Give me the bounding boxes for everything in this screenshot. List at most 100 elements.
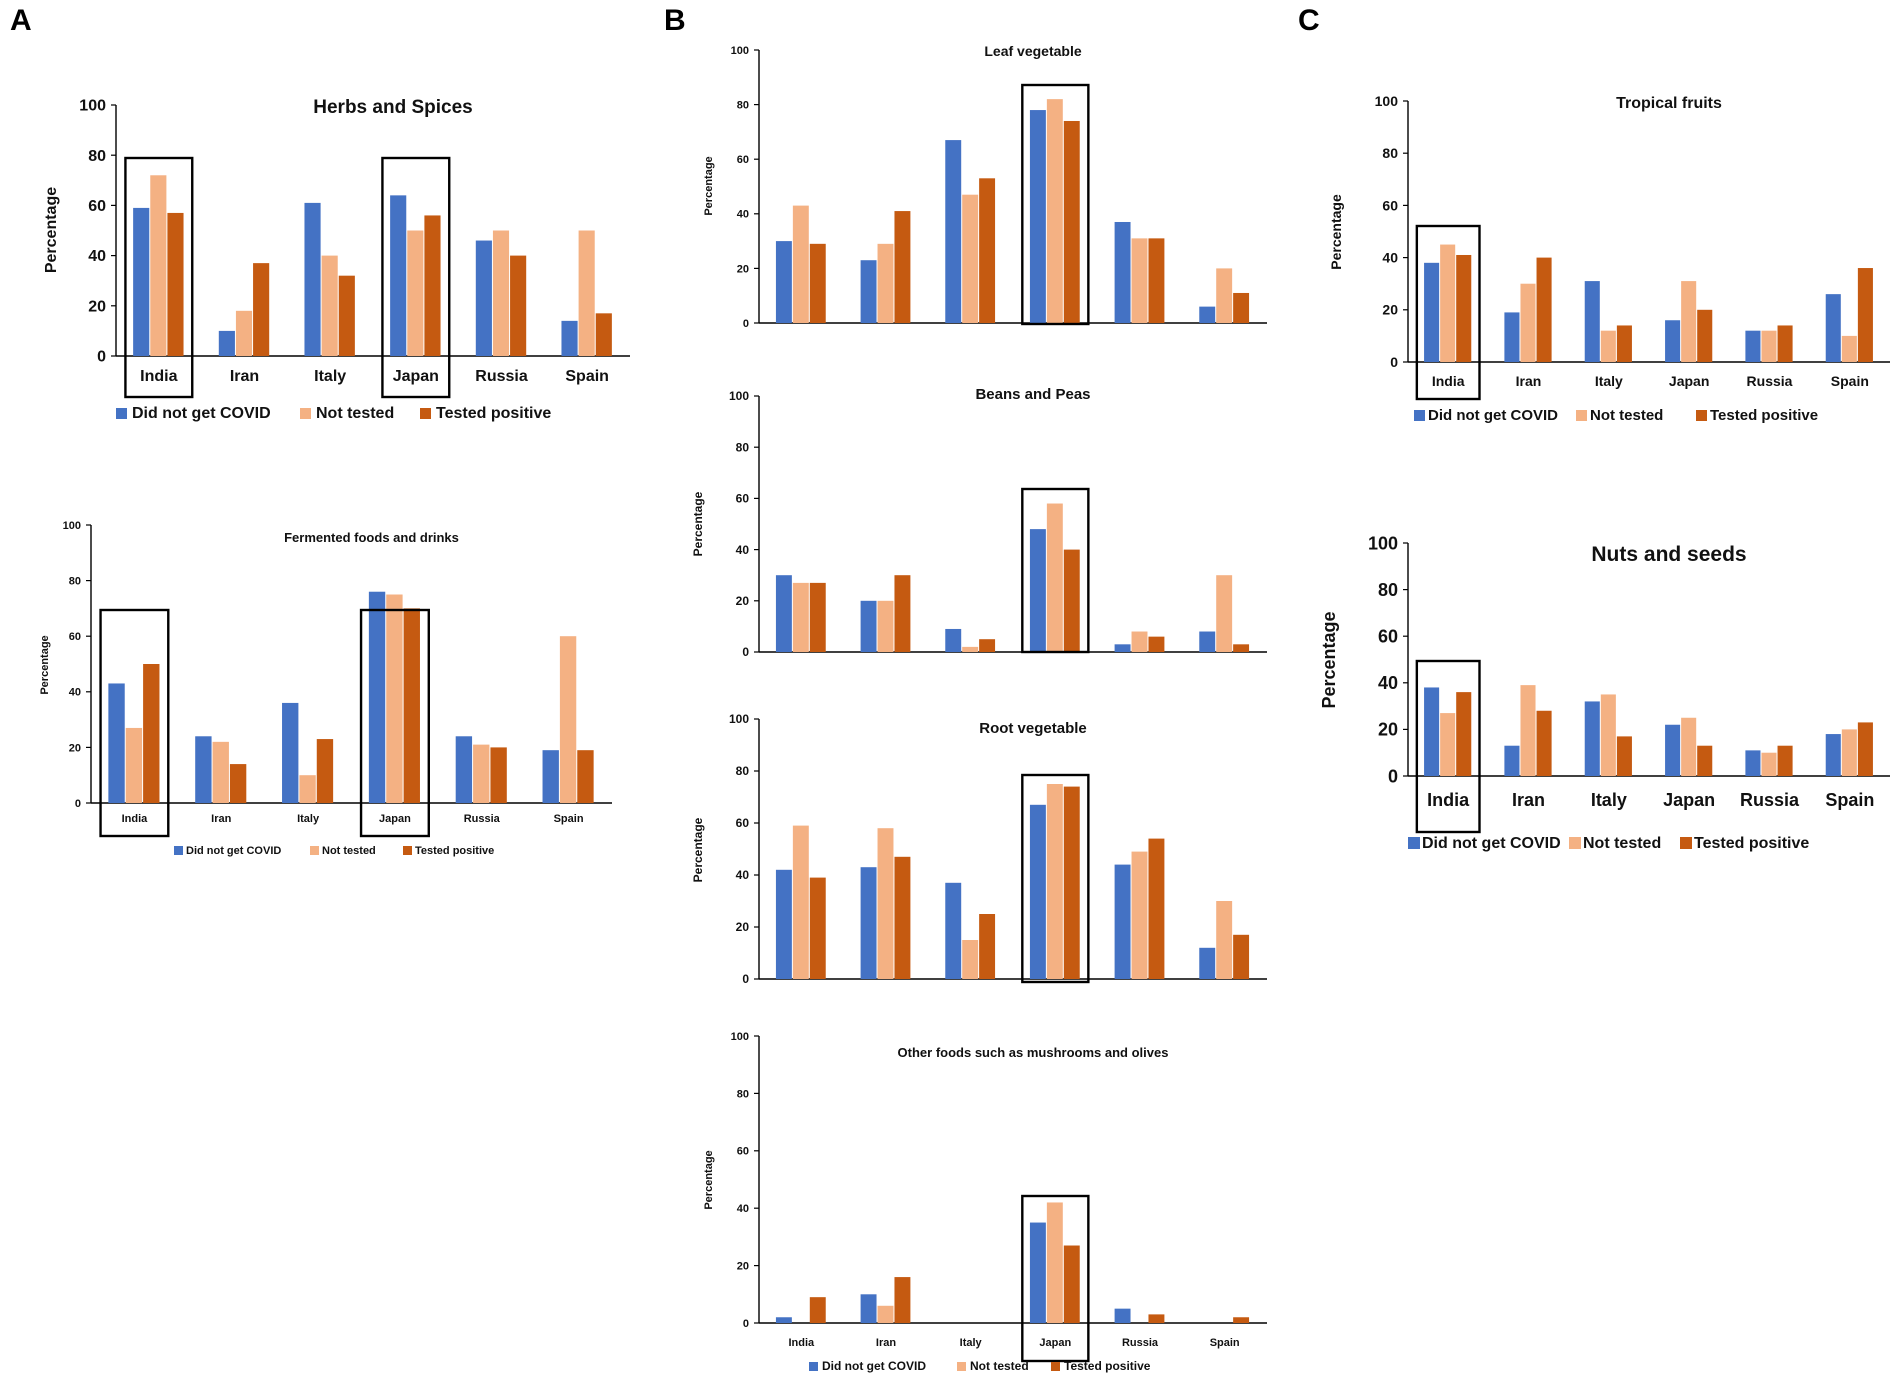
bar-tested-positive	[338, 275, 355, 356]
y-tick-label: 80	[737, 99, 749, 111]
y-tick-label: 20	[737, 1260, 749, 1272]
bar-tested-positive	[894, 856, 911, 979]
legend-label: Did not get COVID	[1422, 835, 1561, 852]
bar-not-tested	[1046, 99, 1063, 323]
bar-not-tested	[1216, 268, 1233, 323]
bar-did-not-get-covid	[1199, 947, 1216, 979]
panel-label-b: B	[664, 4, 686, 37]
bar-not-tested	[1216, 575, 1233, 652]
bar-tested-positive	[1148, 1314, 1165, 1323]
y-tick-label: 100	[1368, 533, 1398, 553]
highlight-box	[1415, 224, 1481, 401]
y-tick-label: 60	[737, 154, 749, 166]
x-tick-label: Italy	[1595, 373, 1623, 389]
bar-tested-positive	[1233, 1317, 1250, 1323]
chart-title: Beans and Peas	[975, 386, 1090, 403]
bar-did-not-get-covid	[775, 241, 792, 323]
y-tick-label: 80	[1382, 145, 1398, 161]
x-tick-label: India	[122, 813, 149, 825]
bar-did-not-get-covid	[1584, 701, 1600, 776]
y-axis-label: Percentage	[691, 817, 705, 882]
chart-title: Root vegetable	[979, 720, 1087, 737]
y-axis-label: Percentage	[703, 1150, 715, 1209]
y-axis-label: Percentage	[43, 187, 60, 273]
y-tick-label: 80	[736, 764, 750, 778]
legend-swatch	[174, 846, 183, 855]
bar-not-tested	[877, 1305, 894, 1323]
bar-did-not-get-covid	[775, 869, 792, 979]
bar-tested-positive	[1233, 934, 1250, 979]
y-tick-label: 20	[737, 263, 749, 275]
legend-label: Tested positive	[415, 845, 494, 857]
y-axis-label: Percentage	[703, 156, 715, 215]
highlight-box	[1021, 83, 1090, 326]
legend-swatch	[957, 1362, 966, 1371]
bar-did-not-get-covid	[1029, 804, 1046, 979]
x-tick-label: Iran	[1512, 790, 1545, 810]
bar-not-tested	[1046, 784, 1063, 979]
bar-not-tested	[792, 825, 809, 979]
bar-did-not-get-covid	[108, 683, 125, 803]
y-tick-label: 20	[736, 920, 750, 934]
y-tick-label: 80	[69, 575, 81, 587]
bar-tested-positive	[1857, 722, 1873, 776]
legend-label: Tested positive	[436, 405, 551, 422]
bar-not-tested	[1046, 503, 1063, 652]
bar-did-not-get-covid	[1424, 687, 1440, 776]
bar-did-not-get-covid	[1199, 306, 1216, 323]
bar-not-tested	[1600, 330, 1616, 362]
y-axis-label: Percentage	[39, 635, 51, 694]
bar-tested-positive	[979, 639, 996, 652]
bar-did-not-get-covid	[1199, 631, 1216, 652]
highlight-box	[124, 156, 194, 399]
bar-tested-positive	[1777, 325, 1793, 362]
y-tick-label: 100	[731, 1031, 749, 1043]
chart-title: Herbs and Spices	[313, 97, 472, 118]
bar-tested-positive	[1063, 120, 1080, 323]
bar-tested-positive	[510, 255, 527, 356]
x-tick-label: Spain	[565, 368, 609, 385]
bar-tested-positive	[1536, 257, 1552, 362]
bar-did-not-get-covid	[1665, 724, 1681, 776]
bar-tested-positive	[1857, 268, 1873, 362]
chart-title: Leaf vegetable	[984, 43, 1081, 59]
x-tick-label: Russia	[1122, 1337, 1159, 1349]
x-tick-label: Spain	[1210, 1337, 1240, 1349]
bar-tested-positive	[577, 750, 594, 803]
bar-not-tested	[962, 646, 979, 652]
bar-did-not-get-covid	[1114, 864, 1131, 979]
bar-did-not-get-covid	[1114, 644, 1131, 652]
legend-swatch	[1051, 1362, 1060, 1371]
bar-tested-positive	[403, 608, 420, 803]
bar-not-tested	[1131, 851, 1148, 979]
bar-did-not-get-covid	[945, 140, 962, 323]
bar-tested-positive	[1233, 292, 1250, 323]
bar-not-tested	[1520, 685, 1536, 776]
legend-swatch	[1414, 410, 1425, 421]
y-tick-label: 0	[742, 972, 749, 986]
legend-label: Tested positive	[1064, 1359, 1151, 1373]
y-tick-label: 0	[1388, 766, 1398, 786]
legend-label: Did not get COVID	[822, 1359, 926, 1373]
chart-title: Tropical fruits	[1616, 95, 1722, 112]
bar-tested-positive	[229, 764, 247, 803]
bar-tested-positive	[1063, 549, 1080, 652]
y-tick-label: 100	[731, 45, 749, 57]
bar-not-tested	[299, 775, 316, 803]
x-tick-label: Japan	[1039, 1337, 1071, 1349]
y-tick-label: 100	[79, 98, 106, 115]
y-tick-label: 20	[736, 594, 750, 608]
bar-did-not-get-covid	[1029, 1222, 1046, 1323]
x-tick-label: India	[140, 368, 177, 385]
legend-swatch	[300, 408, 311, 419]
legend-label: Did not get COVID	[1428, 407, 1558, 424]
legend-swatch	[809, 1362, 818, 1371]
bar-tested-positive	[1148, 238, 1165, 323]
y-tick-label: 100	[729, 389, 749, 403]
bar-not-tested	[321, 255, 338, 356]
y-tick-label: 0	[743, 318, 749, 330]
legend-swatch	[1408, 837, 1420, 849]
highlight-box	[359, 608, 430, 838]
bar-tested-positive	[894, 575, 911, 652]
